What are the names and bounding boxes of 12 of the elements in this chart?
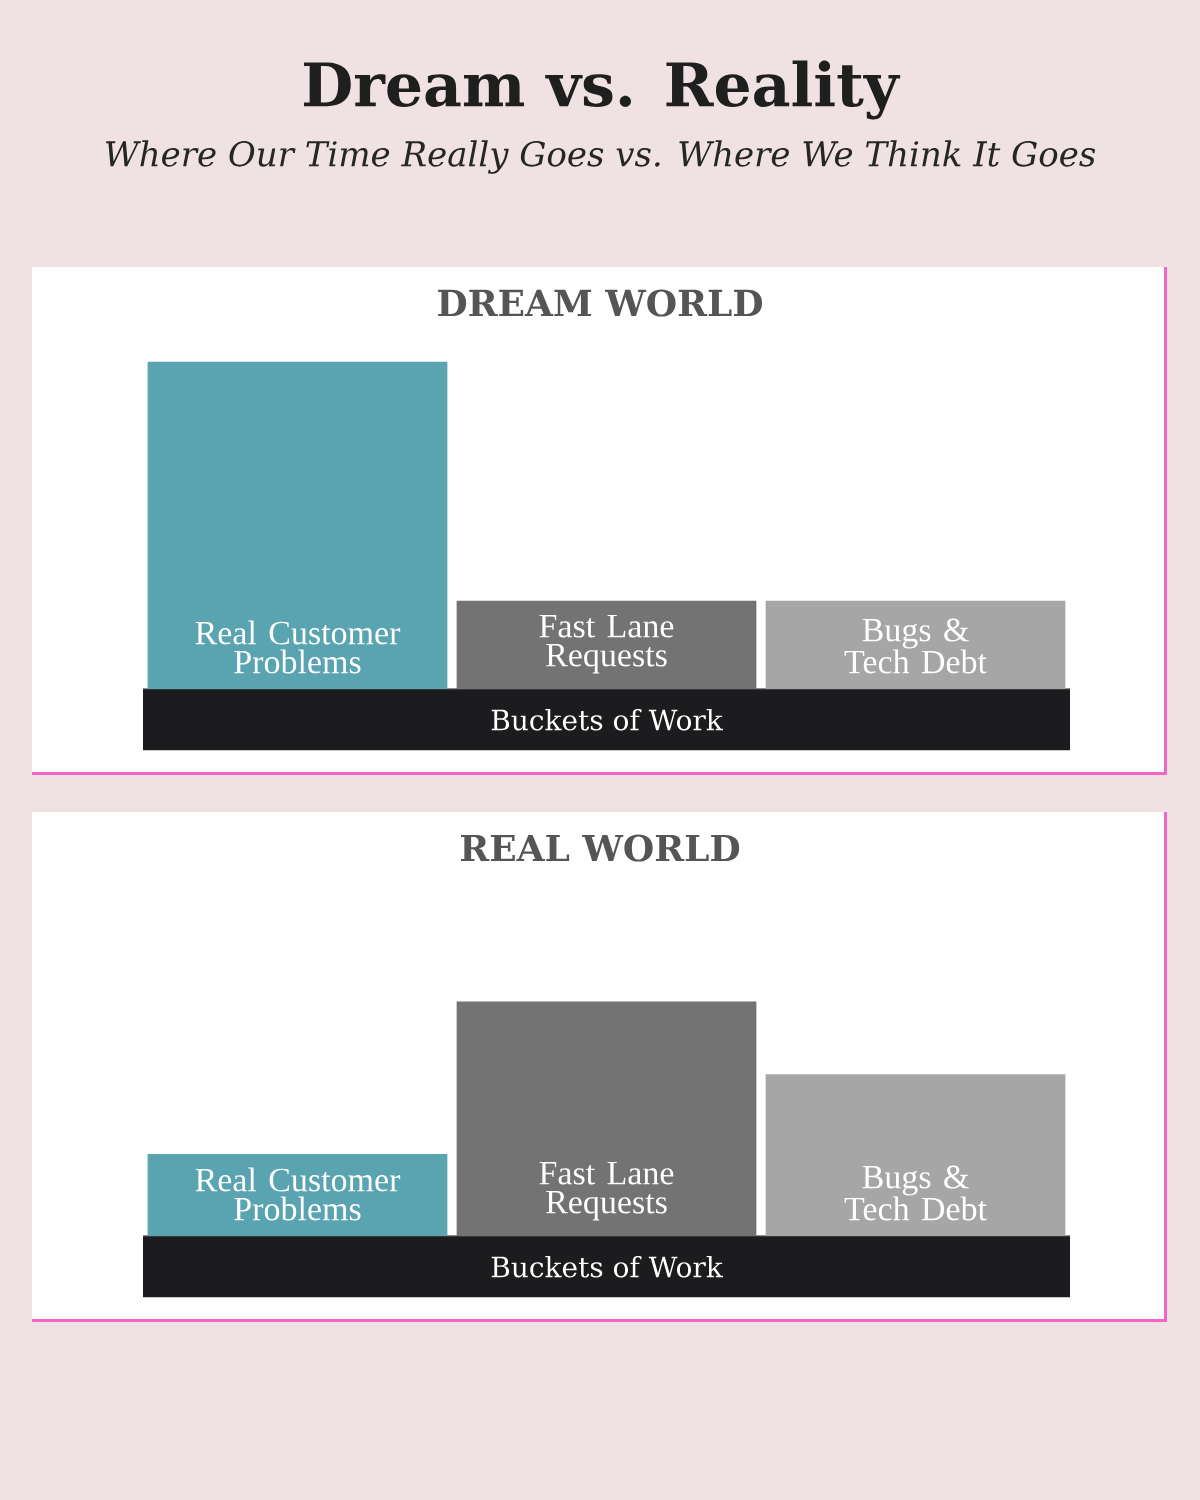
x-axis-title: Buckets of Work	[491, 1255, 723, 1278]
chart-title: DREAM WORLD	[438, 289, 763, 317]
x-tick-label: Real Customer Problems	[195, 1167, 401, 1221]
chart-title: REAL WORLD	[461, 834, 740, 862]
x-tick-label: Bugs & Tech Debt	[844, 1165, 987, 1221]
x-tick-label: Real Customer Problems	[195, 620, 401, 674]
text: Dream vs. Reality	[304, 60, 901, 120]
text: Where Our Time Really Goes vs. Where We Think It Goes	[106, 140, 1096, 174]
x-tick-label: Fast Lane Requests	[539, 614, 674, 674]
x-tick-label: Bugs & Tech Debt	[844, 618, 987, 674]
x-tick-label: Fast Lane Requests	[539, 1161, 674, 1221]
x-axis-title: Buckets of Work	[491, 708, 723, 731]
